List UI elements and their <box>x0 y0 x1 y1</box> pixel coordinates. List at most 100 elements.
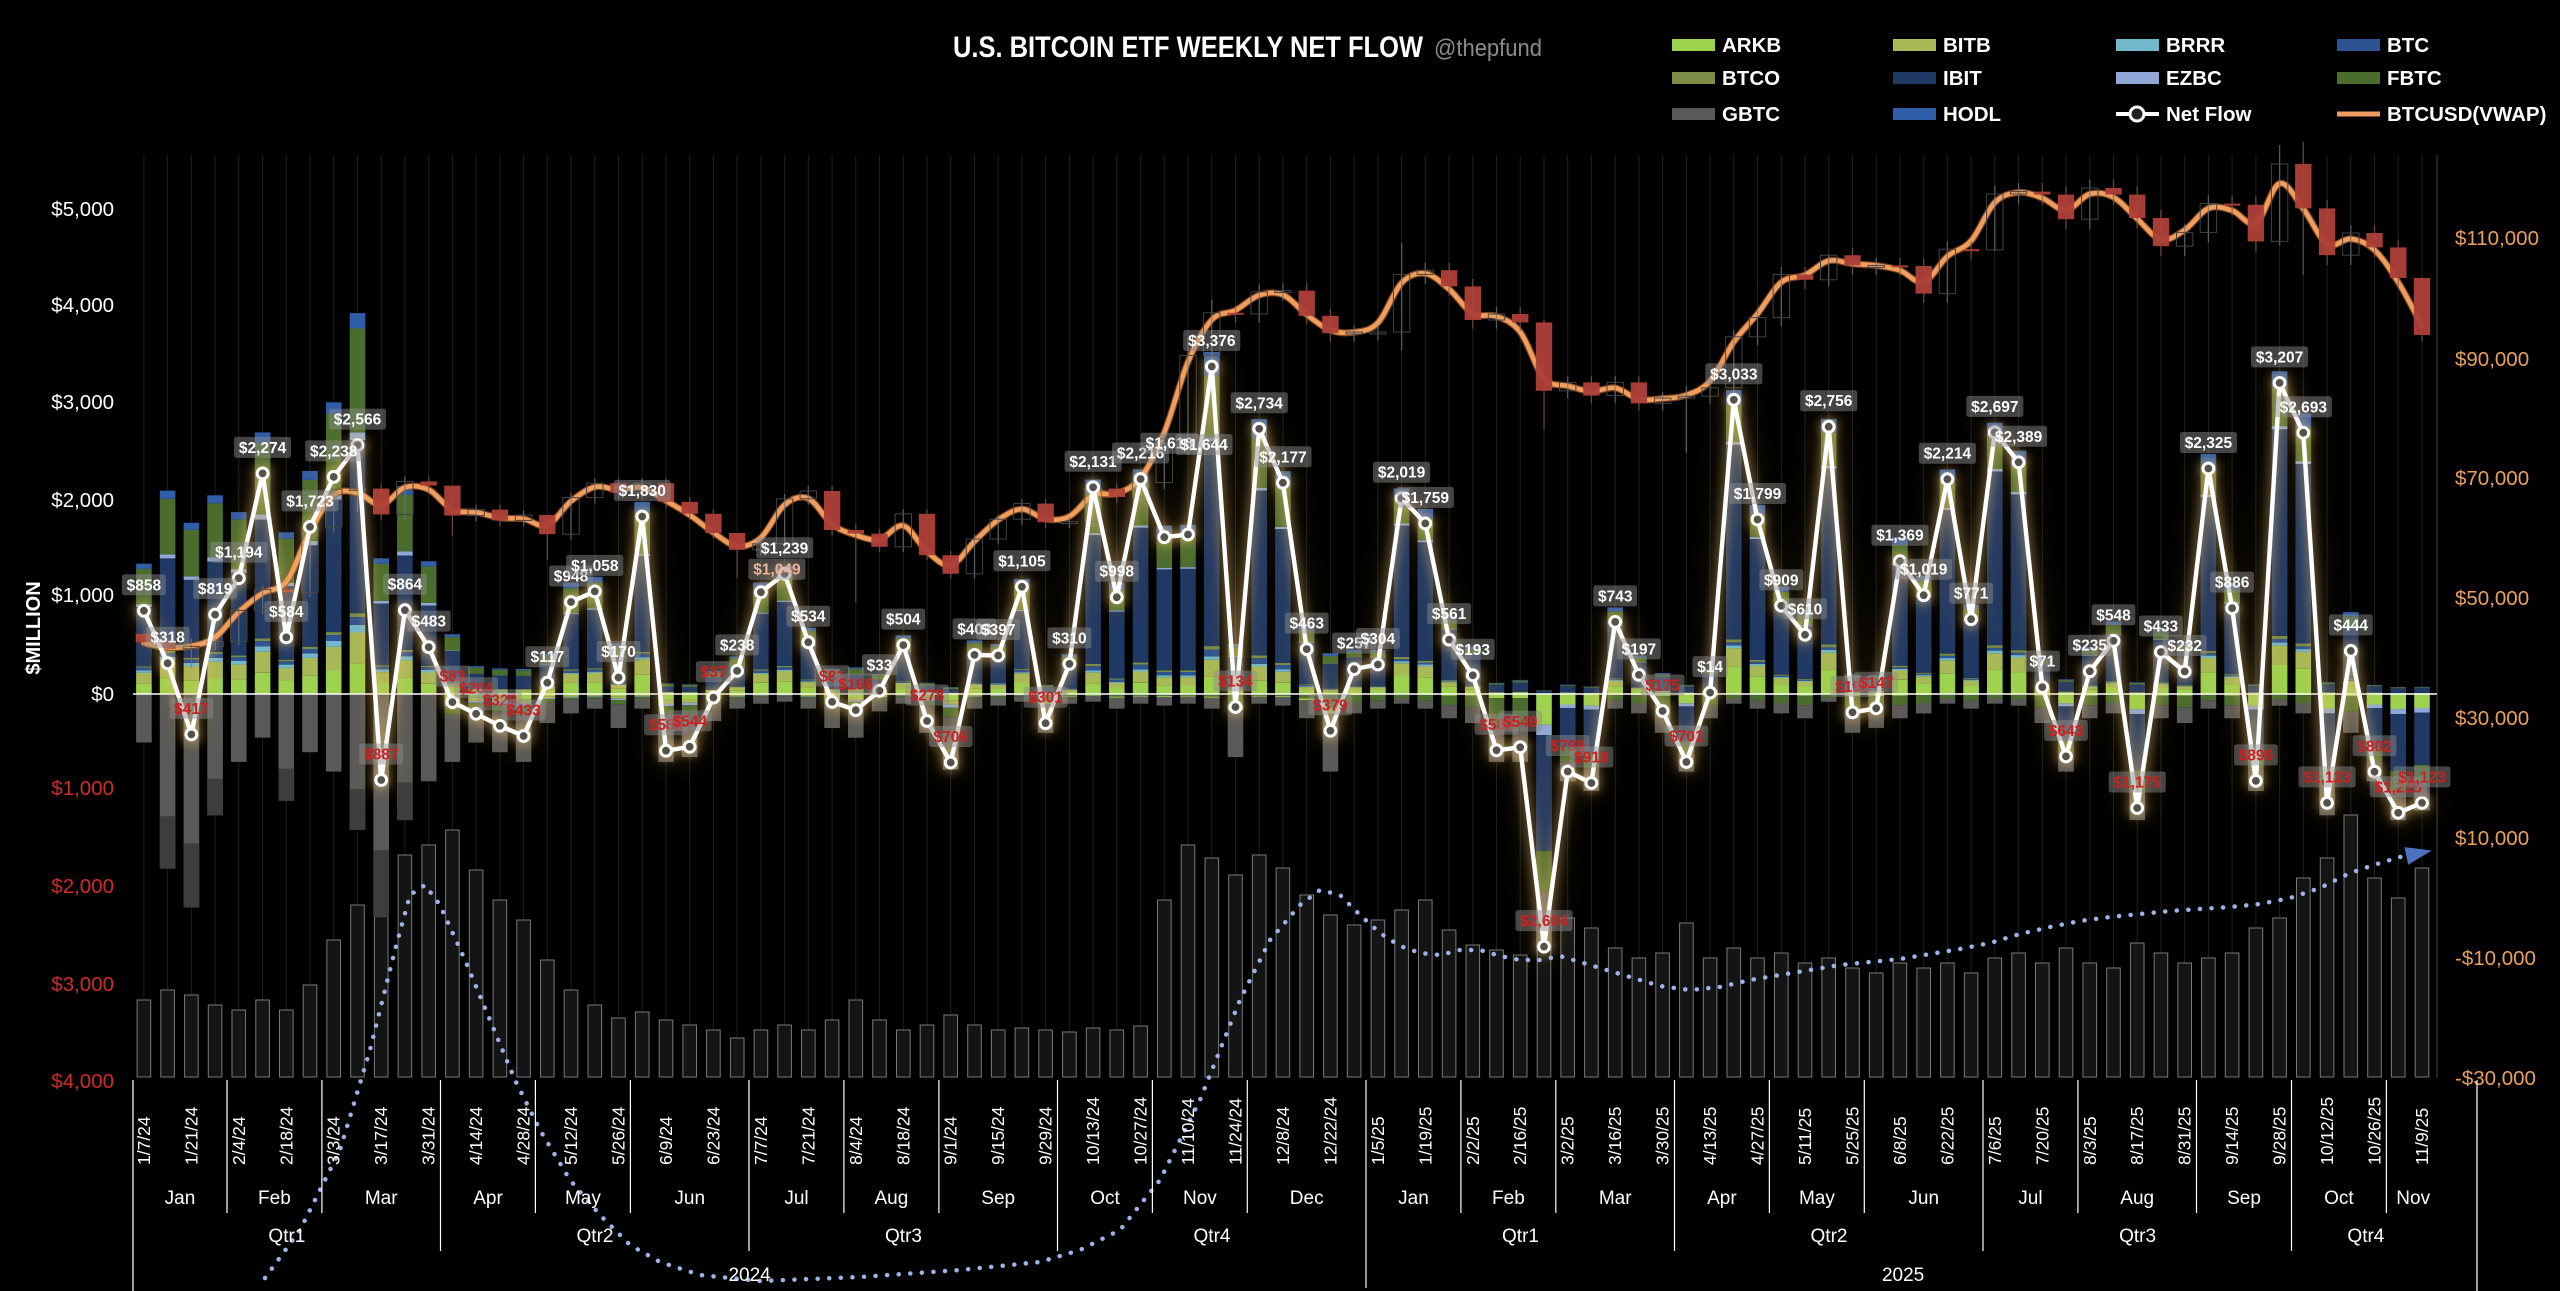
svg-text:$1,799: $1,799 <box>1734 486 1782 503</box>
svg-text:$2,000: $2,000 <box>51 875 114 898</box>
svg-text:1/19/25: 1/19/25 <box>1415 1107 1435 1165</box>
svg-text:$548: $548 <box>2096 607 2131 624</box>
svg-text:ARKB: ARKB <box>1722 34 1781 57</box>
svg-text:$310: $310 <box>1052 630 1086 647</box>
svg-text:7/7/24: 7/7/24 <box>751 1116 771 1165</box>
svg-text:$433: $433 <box>506 703 541 720</box>
svg-text:$190: $190 <box>1835 679 1869 696</box>
svg-text:$2,019: $2,019 <box>1378 465 1426 482</box>
svg-text:$3,033: $3,033 <box>1710 366 1758 383</box>
svg-text:IBIT: IBIT <box>1943 67 1982 90</box>
svg-text:$2,131: $2,131 <box>1069 454 1117 471</box>
svg-text:$301: $301 <box>1028 690 1063 707</box>
svg-text:FBTC: FBTC <box>2387 67 2442 90</box>
svg-text:Feb: Feb <box>258 1188 291 1209</box>
svg-text:3/30/25: 3/30/25 <box>1653 1107 1673 1165</box>
svg-text:Qtr1: Qtr1 <box>268 1226 305 1247</box>
svg-text:$2,604: $2,604 <box>1520 913 1568 930</box>
svg-text:Aug: Aug <box>2120 1188 2154 1209</box>
svg-text:$1,723: $1,723 <box>286 493 334 510</box>
svg-text:9/1/24: 9/1/24 <box>941 1116 961 1165</box>
svg-text:$887: $887 <box>364 747 398 764</box>
svg-text:$701: $701 <box>1669 729 1704 746</box>
svg-text:$232: $232 <box>2167 638 2201 655</box>
svg-text:5/25/25: 5/25/25 <box>1843 1107 1863 1165</box>
svg-text:$483: $483 <box>411 614 446 631</box>
svg-text:$799: $799 <box>1550 738 1585 755</box>
svg-text:9/29/24: 9/29/24 <box>1036 1106 1056 1165</box>
svg-text:Apr: Apr <box>1707 1188 1737 1209</box>
svg-text:7/20/25: 7/20/25 <box>2032 1107 2052 1165</box>
svg-text:$3,000: $3,000 <box>51 391 114 414</box>
svg-text:11/10/24: 11/10/24 <box>1178 1098 1198 1165</box>
svg-text:$2,238: $2,238 <box>310 443 358 460</box>
svg-text:$2,214: $2,214 <box>1924 446 1972 463</box>
svg-text:BTCO: BTCO <box>1722 67 1780 90</box>
svg-text:$403: $403 <box>957 621 992 638</box>
svg-text:Nov: Nov <box>2396 1188 2430 1209</box>
svg-text:Jun: Jun <box>674 1188 705 1209</box>
svg-text:5/11/25: 5/11/25 <box>1795 1108 1815 1165</box>
svg-text:$585: $585 <box>649 717 684 734</box>
svg-text:$257: $257 <box>1337 636 1371 653</box>
svg-text:12/8/24: 12/8/24 <box>1273 1106 1293 1165</box>
svg-text:Sep: Sep <box>2227 1188 2261 1209</box>
svg-text:$886: $886 <box>2215 575 2250 592</box>
svg-text:$278: $278 <box>910 688 945 705</box>
svg-text:$33: $33 <box>867 657 893 674</box>
svg-text:$166: $166 <box>839 677 874 694</box>
svg-text:Oct: Oct <box>1090 1188 1120 1209</box>
svg-text:11/24/24: 11/24/24 <box>1226 1098 1246 1165</box>
svg-text:$1,000: $1,000 <box>51 584 114 607</box>
svg-text:Mar: Mar <box>1599 1188 1632 1209</box>
svg-text:$1,616: $1,616 <box>1146 436 1194 453</box>
svg-text:$2,216: $2,216 <box>1117 446 1165 463</box>
svg-text:$1,049: $1,049 <box>753 562 801 579</box>
svg-text:1/7/24: 1/7/24 <box>134 1116 154 1165</box>
svg-text:$2,177: $2,177 <box>1259 449 1306 466</box>
svg-text:$235: $235 <box>2073 638 2108 655</box>
svg-text:2/2/25: 2/2/25 <box>1463 1116 1483 1165</box>
svg-text:$858: $858 <box>127 577 162 594</box>
svg-text:6/23/24: 6/23/24 <box>703 1106 723 1165</box>
svg-text:Qtr3: Qtr3 <box>2119 1226 2156 1247</box>
svg-text:Dec: Dec <box>1290 1188 1324 1209</box>
svg-text:$534: $534 <box>791 609 826 626</box>
svg-text:$81: $81 <box>819 668 845 685</box>
svg-text:$2,000: $2,000 <box>51 489 114 512</box>
svg-text:$147: $147 <box>1859 675 1893 692</box>
svg-text:May: May <box>565 1188 601 1209</box>
svg-text:$1,225: $1,225 <box>2374 779 2422 796</box>
svg-text:$1,175: $1,175 <box>2113 775 2161 792</box>
svg-text:BTCUSD(VWAP): BTCUSD(VWAP) <box>2387 103 2546 126</box>
svg-text:$2,274: $2,274 <box>239 440 287 457</box>
svg-text:2/18/24: 2/18/24 <box>276 1106 296 1165</box>
svg-text:BITB: BITB <box>1943 34 1991 57</box>
svg-text:$1,759: $1,759 <box>1402 490 1450 507</box>
svg-text:U.S. BITCOIN ETF WEEKLY NET FL: U.S. BITCOIN ETF WEEKLY NET FLOW <box>953 31 1424 64</box>
svg-text:$193: $193 <box>1456 642 1491 659</box>
svg-text:$918: $918 <box>1574 750 1609 767</box>
svg-text:$304: $304 <box>1361 631 1396 648</box>
svg-text:10/27/24: 10/27/24 <box>1131 1097 1151 1165</box>
svg-text:$1,194: $1,194 <box>215 545 263 562</box>
svg-text:$4,000: $4,000 <box>51 294 114 317</box>
svg-text:9/28/25: 9/28/25 <box>2270 1107 2290 1165</box>
svg-text:$328: $328 <box>483 692 518 709</box>
svg-text:$0: $0 <box>91 683 114 706</box>
svg-text:$2,734: $2,734 <box>1235 395 1283 412</box>
svg-text:$3,207: $3,207 <box>2256 349 2303 366</box>
svg-text:Qtr2: Qtr2 <box>1811 1226 1848 1247</box>
svg-text:Oct: Oct <box>2324 1188 2354 1209</box>
svg-text:$580: $580 <box>1479 717 1513 734</box>
svg-text:5/26/24: 5/26/24 <box>609 1106 629 1165</box>
svg-text:$30,000: $30,000 <box>2455 707 2529 730</box>
svg-text:10/26/25: 10/26/25 <box>2365 1097 2385 1165</box>
svg-text:Qtr1: Qtr1 <box>1502 1226 1539 1247</box>
svg-text:2024: 2024 <box>728 1265 771 1286</box>
svg-text:Nov: Nov <box>1183 1188 1217 1209</box>
svg-text:$1,369: $1,369 <box>1876 528 1924 545</box>
svg-text:$197: $197 <box>1622 641 1656 658</box>
svg-text:Mar: Mar <box>365 1188 398 1209</box>
svg-text:$10,000: $10,000 <box>2455 827 2529 850</box>
